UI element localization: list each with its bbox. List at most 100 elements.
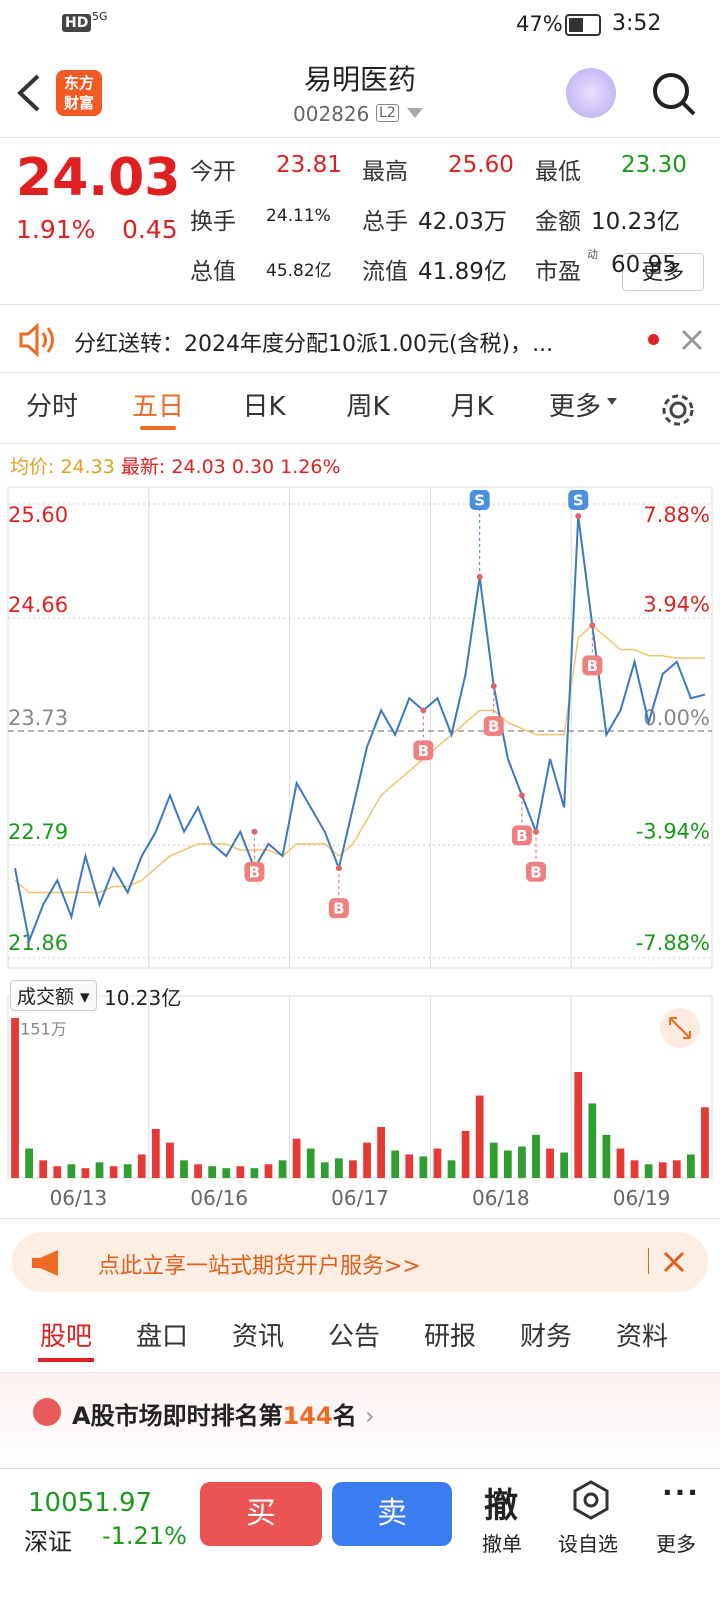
period-tab[interactable]: 周K <box>346 392 390 422</box>
volume-bar <box>658 1162 667 1178</box>
volume-bar <box>67 1164 76 1178</box>
change-pct: 1.91% <box>16 215 96 244</box>
dropdown-arrow <box>607 398 617 405</box>
ranking-panel <box>0 1373 720 1473</box>
volume-bar <box>264 1164 273 1178</box>
cancel-icon[interactable]: 撤 <box>484 1486 518 1526</box>
marker-point <box>476 573 483 580</box>
intraday-chart: 06/13 06/16 06/17 06/18 06/19 25.60 24.66 23.73… <box>7 486 713 1210</box>
more-button[interactable]: 更多 <box>622 253 704 291</box>
last-change-pct: 1.26% <box>280 456 341 478</box>
watch-icon <box>573 1480 609 1520</box>
period-tab[interactable]: 日K <box>242 392 286 422</box>
y2-tick-label: 7.88% <box>643 503 710 527</box>
marker-point <box>589 622 596 629</box>
marker-point <box>490 683 497 690</box>
stat-value: 23.30 <box>621 152 687 178</box>
y-tick-label: 22.79 <box>8 820 68 844</box>
stat-label: 流值 <box>362 259 408 285</box>
volume-bar <box>630 1160 639 1178</box>
dropdown-arrow[interactable] <box>407 108 423 118</box>
last-price: 24.03 <box>16 148 181 208</box>
marker-badge <box>483 716 504 737</box>
back-button[interactable] <box>14 72 44 114</box>
app-logo: 东方 财富 <box>56 70 102 116</box>
stat-label: 金额 <box>535 209 581 235</box>
sell-button[interactable]: 卖 <box>332 1482 452 1546</box>
volume-bar <box>166 1142 174 1178</box>
price-line <box>14 516 706 945</box>
index-change: -1.21% <box>102 1522 187 1550</box>
marker-badge <box>511 825 532 846</box>
ad-banner[interactable] <box>12 1232 708 1292</box>
date-label: 06/17 <box>331 1186 389 1210</box>
last-value: 24.03 <box>171 456 226 478</box>
volume-bar <box>95 1162 104 1178</box>
volume-bar <box>447 1160 456 1178</box>
notice-text[interactable]: 分红送转：2024年度分配10派1.00元(含税)，... <box>74 332 554 357</box>
period-tab[interactable]: 分时 <box>25 392 78 422</box>
marker-badge <box>469 490 490 510</box>
ranking-suffix: 名 <box>332 1402 357 1430</box>
volume-bar <box>25 1148 33 1178</box>
marker-label: B <box>418 742 429 760</box>
sub-tab[interactable]: 股吧 <box>39 1322 92 1352</box>
expand-icon <box>669 1017 691 1039</box>
sub-tab[interactable]: 资料 <box>615 1322 668 1352</box>
ranking-prefix: A股市场即时排名第 <box>72 1402 283 1430</box>
volume-bar <box>208 1166 217 1178</box>
close-notice[interactable] <box>680 328 704 352</box>
period-tab[interactable]: 更多 <box>548 392 601 422</box>
cancel-button[interactable]: 撤单 <box>482 1532 522 1556</box>
marker-badge <box>568 490 589 510</box>
volume-bar <box>546 1148 554 1178</box>
y-tick-label: 25.60 <box>8 503 68 527</box>
volume-bar <box>236 1166 245 1178</box>
time: 3:52 <box>612 11 662 36</box>
level-badge: L2 <box>376 104 399 122</box>
stat-label: 今开 <box>190 159 236 185</box>
volume-bar <box>53 1166 62 1178</box>
volume-bar <box>306 1148 315 1178</box>
sub-tab[interactable]: 财务 <box>519 1322 572 1352</box>
volume-bar <box>461 1130 470 1178</box>
marker-label: B <box>530 863 541 881</box>
avg-value: 24.33 <box>60 456 115 478</box>
volume-tick-label: 8151万 <box>10 1020 67 1039</box>
volume-bar <box>503 1150 512 1178</box>
ranking-text[interactable]: A股市场即时排名第144名 › <box>72 1402 375 1430</box>
volume-bar <box>644 1164 653 1178</box>
ad-text[interactable]: 点此立享一站式期货开户服务>> <box>98 1254 421 1279</box>
stat-label: 市盈 <box>535 259 581 285</box>
search-button[interactable] <box>650 70 698 118</box>
sub-tab[interactable]: 盘口 <box>135 1322 188 1352</box>
index-name: 深证 <box>24 1528 72 1556</box>
sub-tab[interactable]: 公告 <box>327 1322 380 1352</box>
period-tab[interactable]: 月K <box>450 392 494 422</box>
stat-value: 23.81 <box>276 152 342 178</box>
logo-text: 东方 <box>63 74 94 92</box>
volume-bar <box>11 1018 19 1178</box>
assistant-avatar[interactable] <box>566 68 616 118</box>
volume-bar <box>250 1168 259 1178</box>
volume-selector[interactable]: 成交额 ▾ <box>10 980 97 1011</box>
volume-bar <box>616 1148 625 1178</box>
volume-bar <box>335 1158 343 1178</box>
watch-button[interactable]: 设自选 <box>558 1532 618 1556</box>
buy-button[interactable]: 买 <box>200 1482 322 1546</box>
stat-sup: 动 <box>587 248 598 261</box>
volume-bar <box>588 1103 597 1178</box>
close-ad[interactable] <box>662 1250 686 1274</box>
period-tab[interactable]: 五日 <box>131 392 184 422</box>
stat-value: 45.82亿 <box>266 261 332 281</box>
change: 0.45 <box>122 215 178 244</box>
sub-tab[interactable]: 研报 <box>423 1322 476 1352</box>
volume-bar <box>39 1160 48 1178</box>
volume-bar <box>433 1148 442 1178</box>
network: 5G <box>92 10 108 23</box>
volume-bar <box>377 1126 385 1178</box>
settings-button[interactable] <box>660 392 696 428</box>
sub-tab[interactable]: 资讯 <box>231 1322 284 1352</box>
more-menu[interactable]: 更多 <box>656 1532 696 1556</box>
divider <box>0 372 720 373</box>
